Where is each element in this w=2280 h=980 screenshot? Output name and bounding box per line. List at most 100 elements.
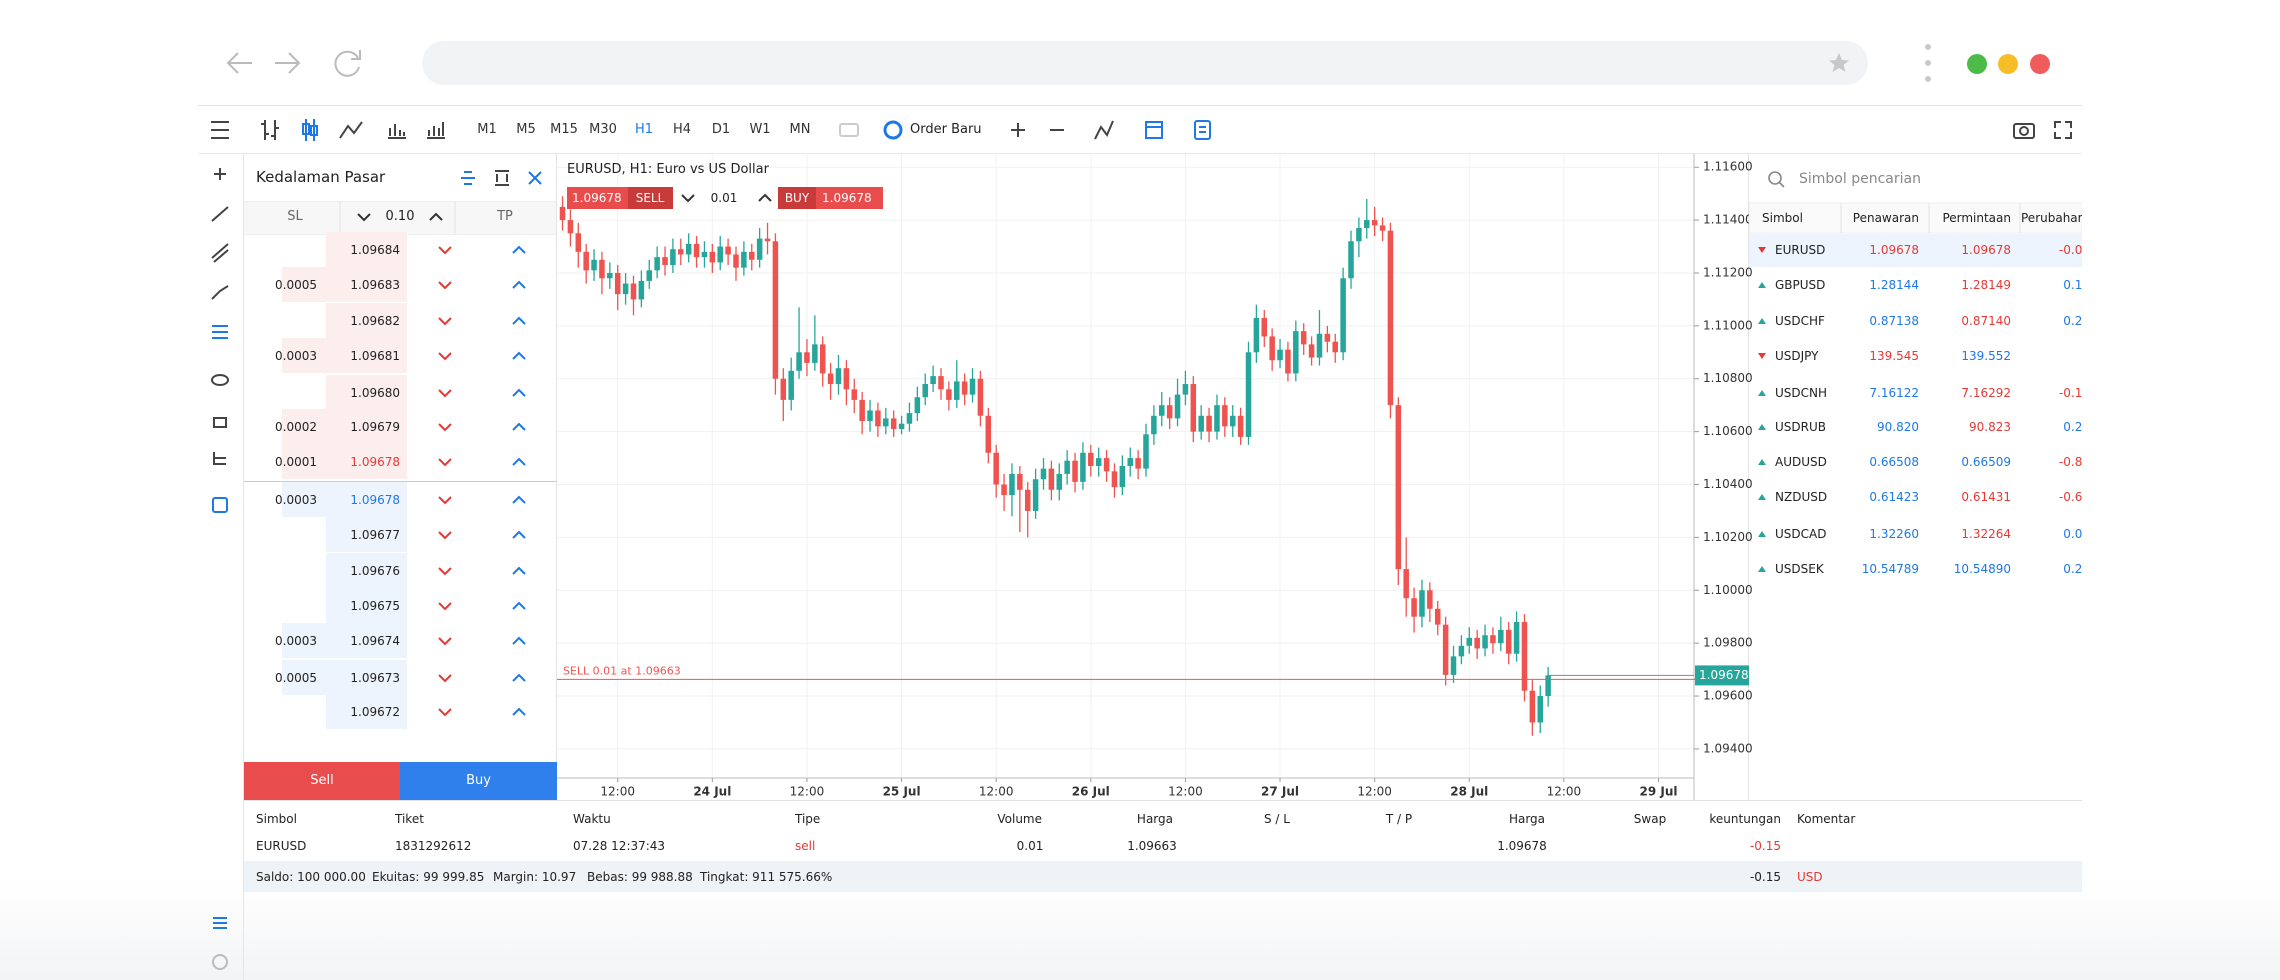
increase-button[interactable]	[758, 193, 772, 202]
decrease-button[interactable]	[438, 674, 452, 683]
line-tool[interactable]	[211, 206, 229, 222]
increase-button[interactable]	[429, 212, 443, 221]
buy-label[interactable]: BUY	[784, 191, 810, 205]
depth-mode-button[interactable]	[461, 171, 475, 185]
timeframe-button[interactable]: MN	[789, 122, 811, 137]
calendar-button[interactable]	[1145, 121, 1163, 139]
symbol[interactable]: NZDUSD	[1775, 490, 1828, 504]
bar-chart-button[interactable]	[261, 120, 279, 140]
menu-button[interactable]	[211, 121, 229, 139]
line-chart-button[interactable]	[339, 121, 363, 139]
symbol[interactable]: GBPUSD	[1775, 278, 1826, 292]
volume-input[interactable]: 0.10	[385, 209, 415, 224]
symbol[interactable]: USDCAD	[1775, 527, 1827, 541]
increase-button[interactable]	[512, 495, 526, 504]
decrease-button[interactable]	[681, 194, 695, 203]
address-bar[interactable]	[422, 41, 1868, 85]
decrease-button[interactable]	[438, 637, 452, 646]
increase-button[interactable]	[512, 457, 526, 466]
increase-button[interactable]	[512, 422, 526, 431]
timeframe-button[interactable]: D1	[711, 122, 731, 137]
menu-icon[interactable]	[1925, 44, 1931, 82]
candle-chart-button[interactable]	[302, 119, 318, 141]
indicator-button[interactable]	[427, 122, 445, 139]
lock-tool[interactable]	[213, 417, 227, 428]
screenshot-button[interactable]	[2013, 123, 2035, 139]
window-button[interactable]	[2030, 54, 2050, 74]
fib-tool[interactable]	[212, 325, 228, 339]
back-button[interactable]	[226, 52, 252, 74]
crosshair-tool[interactable]	[214, 168, 226, 180]
decrease-button[interactable]	[438, 567, 452, 576]
fullscreen-button[interactable]	[2054, 121, 2072, 139]
increase-button[interactable]	[512, 280, 526, 289]
decrease-button[interactable]	[438, 389, 452, 398]
path-tool[interactable]	[211, 285, 229, 300]
order-button[interactable]: Order Baru	[910, 122, 982, 137]
star-icon[interactable]	[1829, 53, 1849, 72]
buy-price[interactable]: 1.09678	[822, 191, 872, 205]
depth-expand-button[interactable]	[495, 170, 509, 186]
increase-button[interactable]	[512, 316, 526, 325]
timeframe-button[interactable]: M15	[550, 122, 578, 137]
increase-button[interactable]	[512, 351, 526, 360]
window-button[interactable]	[1967, 54, 1987, 74]
forward-button[interactable]	[275, 52, 301, 74]
decrease-button[interactable]	[438, 317, 452, 326]
history-tool[interactable]	[212, 954, 228, 970]
decrease-button[interactable]	[438, 602, 452, 611]
decrease-button[interactable]	[438, 352, 452, 361]
timeframe-button[interactable]: M30	[589, 122, 617, 137]
decrease-button[interactable]	[438, 246, 452, 255]
decrease-button[interactable]	[357, 213, 371, 222]
change: 0.05	[2063, 527, 2082, 541]
decrease-button[interactable]	[438, 496, 452, 505]
reload-button[interactable]	[334, 50, 361, 77]
increase-button[interactable]	[512, 707, 526, 716]
trade-icon[interactable]	[839, 123, 859, 137]
depth-tool[interactable]	[212, 497, 228, 513]
sell-price[interactable]: 1.09678	[572, 191, 622, 205]
timeframe-button[interactable]: W1	[749, 122, 771, 137]
search-input[interactable]: Simbol pencarian	[1799, 171, 1921, 187]
symbol[interactable]: EURUSD	[1775, 243, 1826, 257]
order-icon[interactable]	[883, 120, 903, 140]
candle-body	[1190, 384, 1197, 432]
increase-button[interactable]	[512, 673, 526, 682]
symbol[interactable]: USDSEK	[1775, 562, 1824, 576]
buy-button[interactable]: Buy	[400, 762, 557, 800]
timeframe-button[interactable]: M5	[516, 122, 536, 137]
channel-tool[interactable]	[211, 243, 229, 263]
increase-button[interactable]	[512, 530, 526, 539]
symbol[interactable]: USDCNH	[1775, 386, 1828, 400]
timeframe-button[interactable]: M1	[477, 122, 497, 137]
news-button[interactable]	[1194, 120, 1211, 140]
zoom-in-button[interactable]	[1011, 123, 1025, 137]
symbol[interactable]: AUDUSD	[1775, 455, 1827, 469]
increase-button[interactable]	[512, 566, 526, 575]
increase-button[interactable]	[512, 601, 526, 610]
tree-tool[interactable]	[213, 452, 226, 465]
indicators-button[interactable]	[1094, 120, 1114, 140]
decrease-button[interactable]	[438, 458, 452, 467]
volume-button[interactable]	[388, 124, 406, 139]
increase-button[interactable]	[512, 636, 526, 645]
sell-label[interactable]: SELL	[635, 191, 665, 205]
timeframe-button[interactable]: H4	[672, 122, 692, 137]
symbol[interactable]: USDCHF	[1775, 314, 1825, 328]
decrease-button[interactable]	[438, 281, 452, 290]
increase-button[interactable]	[512, 388, 526, 397]
symbol[interactable]: USDJPY	[1775, 349, 1819, 363]
visibility-tool[interactable]	[211, 374, 229, 386]
window-button[interactable]	[1998, 54, 2018, 74]
symbol[interactable]: USDRUB	[1775, 420, 1826, 434]
depth-close-button[interactable]	[528, 171, 542, 185]
decrease-button[interactable]	[438, 423, 452, 432]
list-tool[interactable]	[213, 917, 227, 929]
timeframe-button[interactable]: H1	[634, 122, 654, 137]
decrease-button[interactable]	[438, 708, 452, 717]
sell-button[interactable]: Sell	[244, 762, 400, 800]
increase-button[interactable]	[512, 245, 526, 254]
trade-volume[interactable]: 0.01	[710, 191, 738, 205]
decrease-button[interactable]	[438, 531, 452, 540]
